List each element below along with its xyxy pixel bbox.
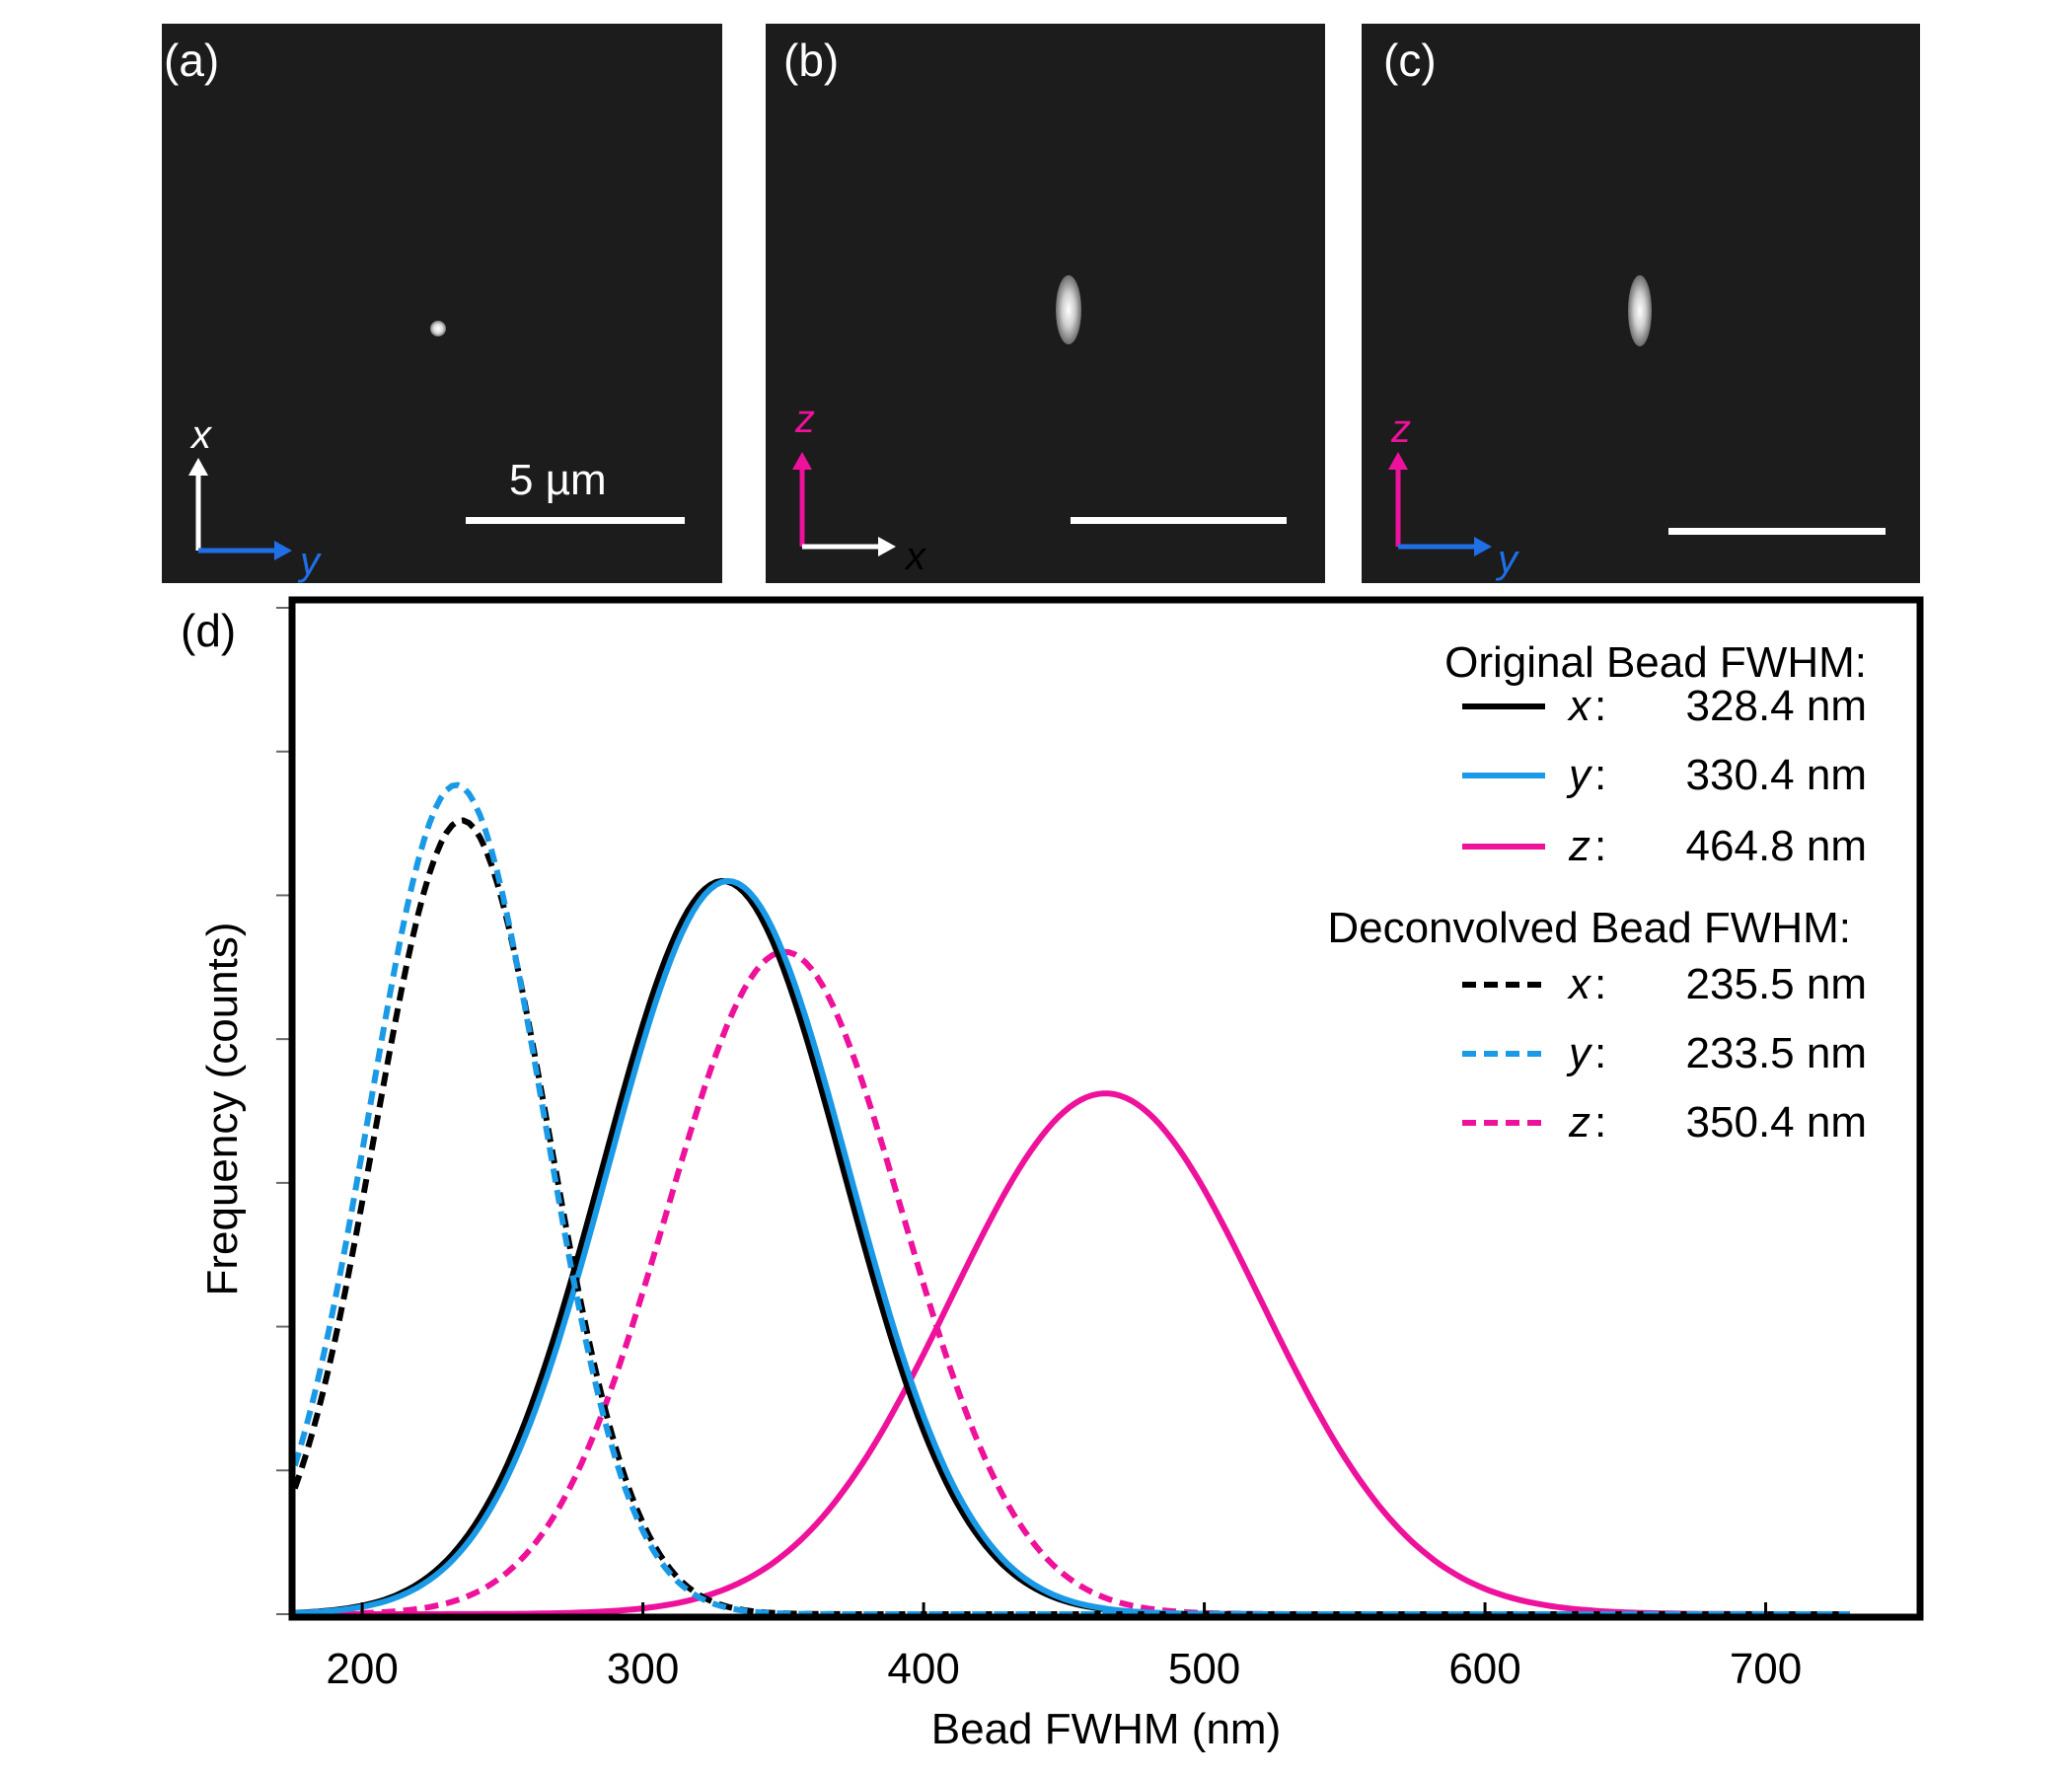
panel-a-label: (a) [164, 35, 220, 86]
x-tick-label: 600 [1448, 1645, 1520, 1693]
x-tick-label: 400 [887, 1645, 959, 1693]
bead-spot-zy [1628, 275, 1652, 346]
y-axis-label: Frequency (counts) [198, 922, 247, 1295]
x-axis-ticks: 200 300 400 500 600 700 [326, 1602, 1802, 1693]
x-tick-label: 700 [1730, 1645, 1802, 1693]
curve-original-z [294, 1090, 1850, 1617]
legend-colon: : [1594, 682, 1606, 730]
panel-b-image: (b) z [766, 24, 1325, 583]
legend-axis-name: y [1566, 1029, 1593, 1077]
legend-value: 330.4 nm [1686, 751, 1867, 799]
curve-original-x [294, 877, 1850, 1617]
x-tick-label: 300 [607, 1645, 679, 1693]
axis-indicator-zy: z y [1388, 407, 1520, 581]
legend-value: 350.4 nm [1686, 1098, 1867, 1147]
legend-axis-name: y [1566, 751, 1593, 799]
panel-c-label: (c) [1383, 35, 1437, 86]
axis-v-label: z [1390, 407, 1411, 451]
legend-axis-name: z [1568, 1098, 1591, 1147]
legend-axis-name: x [1567, 960, 1592, 1008]
x-axis-label: Bead FWHM (nm) [931, 1705, 1281, 1753]
axis-v-label: x [189, 413, 213, 457]
curve-original-y [294, 877, 1850, 1617]
legend-original-title: Original Bead FWHM: [1444, 638, 1867, 687]
legend-axis-name: z [1568, 822, 1591, 870]
axis-h-label: y [1495, 538, 1520, 581]
legend-colon: : [1594, 1098, 1606, 1147]
legend-value: 235.5 nm [1686, 960, 1867, 1008]
plot-frame [288, 596, 1924, 1621]
axis-h-label: y [297, 540, 323, 583]
x-tick-label: 500 [1168, 1645, 1240, 1693]
scale-bar-label: 5 µm [509, 456, 607, 504]
legend-colon: : [1594, 822, 1606, 870]
axis-h-label: x [904, 535, 927, 578]
axis-v-label: z [794, 398, 815, 441]
legend-value: 464.8 nm [1686, 822, 1867, 870]
scale-bar [466, 517, 685, 524]
legend: Original Bead FWHM: Deconvolved Bead FWH… [1327, 638, 1867, 1147]
panel-a-image: (a) 5 µm x y [162, 24, 722, 583]
legend-colon: : [1594, 1029, 1606, 1077]
curve-deconvolved-z [294, 948, 1850, 1617]
panel-b-label: (b) [783, 35, 840, 86]
scale-bar [1071, 517, 1287, 524]
bead-spot-zx [1056, 275, 1081, 344]
scale-bar [1668, 528, 1886, 535]
legend-value: 328.4 nm [1686, 682, 1867, 730]
x-tick-label: 200 [326, 1645, 398, 1693]
legend-value: 233.5 nm [1686, 1029, 1867, 1077]
legend-colon: : [1594, 751, 1606, 799]
legend-axis-name: x [1567, 682, 1592, 730]
axis-indicator-zx: z [792, 398, 896, 556]
bead-spot-xy [430, 321, 446, 336]
axis-indicator-xy: x y [188, 413, 323, 583]
axis-h-label-b: x [904, 535, 927, 578]
panel-d-label: (d) [181, 605, 237, 656]
legend-deconvolved-title: Deconvolved Bead FWHM: [1327, 904, 1851, 952]
panel-c-image: (c) z y [1362, 24, 1920, 583]
legend-colon: : [1594, 960, 1606, 1008]
